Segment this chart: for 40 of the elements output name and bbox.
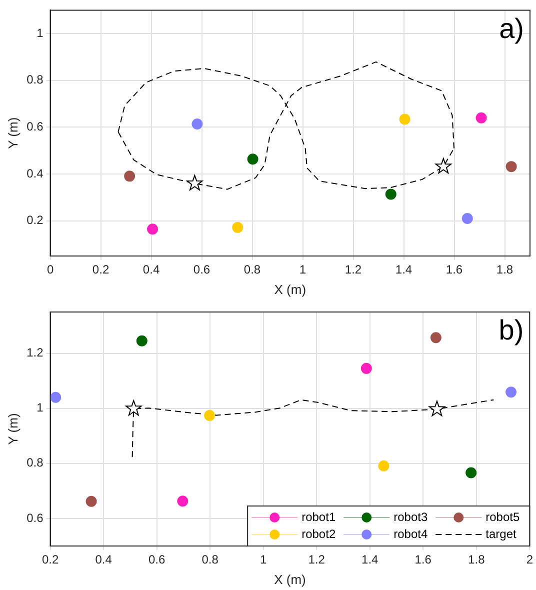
y-tick-label: 1 [36,400,44,415]
x-tick-label: 0.6 [148,552,166,567]
annotation: a) [499,12,524,44]
y-tick-label: 1.2 [26,346,44,360]
x-tick-label: 1.2 [344,262,362,277]
y-tick-label: 0.8 [26,456,44,470]
x-tick-label: 0.4 [95,552,112,567]
x-tick-label: 1.4 [395,262,412,277]
y-tick-label: 0.4 [26,166,44,180]
y-tick-label: 0.6 [26,510,44,525]
x-tick-label: 2 [526,552,534,567]
x-tick-label: 0.4 [142,262,160,277]
x-tick-label: 1.6 [446,262,463,277]
legend-label: robot1 [302,510,336,524]
annotation: b) [498,314,524,346]
y-axis-title: Y (m) [5,117,20,149]
y-axis-title: Y (m) [5,413,20,445]
x-tick-label: 1.2 [308,552,326,567]
x-tick-label: 1.8 [496,262,514,277]
x-axis-title: X (m) [274,282,306,297]
legend-label: robot3 [394,510,428,524]
x-tick-label: 0 [46,262,54,277]
x-tick-label: 0.2 [92,262,110,277]
x-tick-label: 1.6 [414,552,432,567]
x-tick-label: 1 [299,262,306,277]
y-tick-label: 0.8 [26,72,44,87]
legend-label: robot2 [302,526,336,541]
legend-label: target [486,526,517,541]
x-tick-label: 0.8 [202,552,219,567]
y-tick-label: 1 [36,26,44,40]
x-tick-label: 1.8 [468,552,486,567]
legend-label: robot4 [394,526,428,541]
legend-label: robot5 [486,510,520,524]
x-tick-label: 0.8 [244,262,261,277]
x-tick-label: 0.6 [193,262,210,277]
x-tick-label: 1 [260,552,267,567]
x-tick-label: 1.4 [362,552,379,567]
x-axis-title: X (m) [274,572,306,587]
y-tick-label: 0.6 [26,120,44,134]
y-tick-label: 0.2 [26,213,44,228]
